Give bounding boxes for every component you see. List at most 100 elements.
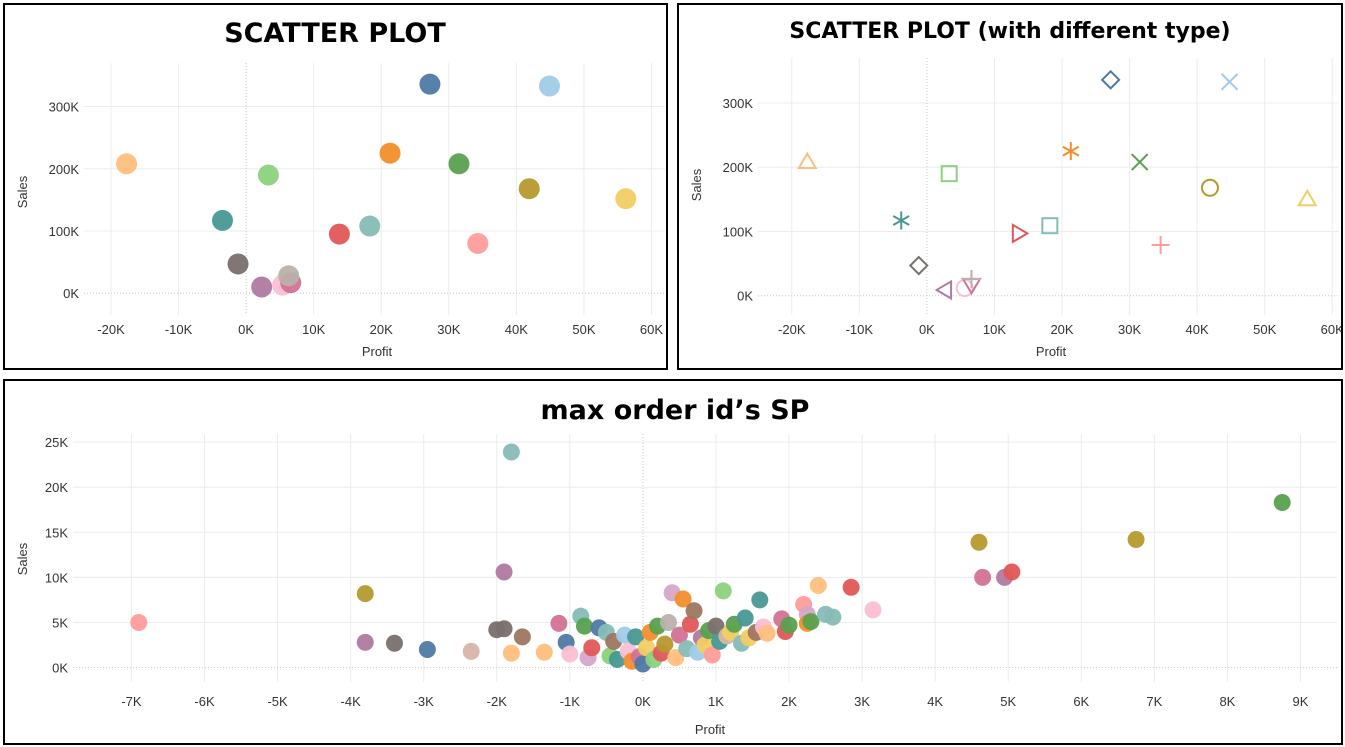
y-tick-label: 10K xyxy=(45,570,68,585)
scatter-point[interactable] xyxy=(495,563,513,581)
scatter-point[interactable] xyxy=(1151,235,1170,254)
x-tick-label: 0K xyxy=(635,694,651,709)
x-tick-label: 40K xyxy=(505,322,528,337)
x-tick-label: 4K xyxy=(927,694,943,709)
scatter-point[interactable] xyxy=(419,73,441,95)
y-axis-label: Sales xyxy=(15,542,30,575)
x-tick-label: 50K xyxy=(572,322,595,337)
x-tick-label: 6K xyxy=(1073,694,1089,709)
scatter-point[interactable] xyxy=(659,613,677,631)
y-tick-label: 0K xyxy=(52,661,68,676)
scatter-point[interactable] xyxy=(780,616,798,634)
scatter-point[interactable] xyxy=(502,443,520,461)
scatter-point[interactable] xyxy=(467,232,489,254)
x-tick-label: 5K xyxy=(1000,694,1016,709)
scatter-point[interactable] xyxy=(502,644,520,662)
scatter-point[interactable] xyxy=(674,590,692,608)
x-tick-label: 30K xyxy=(1118,322,1141,337)
scatter-point[interactable] xyxy=(797,151,818,170)
scatter-point[interactable] xyxy=(1100,69,1121,90)
x-axis-label: Profit xyxy=(362,344,393,359)
scatter-point[interactable] xyxy=(751,591,769,609)
scatter-point[interactable] xyxy=(1296,188,1318,207)
scatter-point[interactable] xyxy=(575,617,593,635)
x-tick-label: 0K xyxy=(919,322,935,337)
scatter-point[interactable] xyxy=(418,641,436,659)
scatter-point[interactable] xyxy=(462,642,480,660)
scatter-point[interactable] xyxy=(670,626,688,644)
scatter-point[interactable] xyxy=(703,646,721,664)
scatter-point[interactable] xyxy=(251,276,273,298)
y-tick-label: 300K xyxy=(49,100,80,115)
scatter-point[interactable] xyxy=(892,211,910,230)
scatter-point[interactable] xyxy=(583,639,601,657)
scatter-point[interactable] xyxy=(970,533,988,551)
scatter-point[interactable] xyxy=(802,613,820,631)
scatter-point[interactable] xyxy=(356,585,374,603)
scatter-point[interactable] xyxy=(736,609,754,627)
scatter-point[interactable] xyxy=(974,568,992,586)
scatter-point[interactable] xyxy=(615,188,637,210)
scatter-point[interactable] xyxy=(824,608,842,626)
scatter-point[interactable] xyxy=(934,279,953,301)
scatter-point[interactable] xyxy=(535,643,553,661)
scatter-point[interactable] xyxy=(227,253,249,275)
scatter-plot-shapes-chart: SCATTER PLOT (with different type) Profi… xyxy=(689,19,1341,359)
scatter-point[interactable] xyxy=(685,602,703,620)
y-tick-label: 200K xyxy=(723,160,754,175)
scatter-point[interactable] xyxy=(1220,73,1239,91)
y-axis-label: Sales xyxy=(689,168,704,201)
scatter-point[interactable] xyxy=(758,624,776,642)
x-tick-label: -5K xyxy=(267,694,288,709)
scatter-point[interactable] xyxy=(627,628,645,646)
y-tick-label: 0K xyxy=(63,286,79,301)
scatter-point[interactable] xyxy=(940,165,958,183)
scatter-point[interactable] xyxy=(495,620,513,638)
scatter-point[interactable] xyxy=(116,153,138,175)
scatter-point[interactable] xyxy=(130,613,148,631)
scatter-point[interactable] xyxy=(1041,217,1059,235)
scatter-point[interactable] xyxy=(211,209,233,231)
scatter-point[interactable] xyxy=(1130,153,1149,171)
scatter-point[interactable] xyxy=(359,215,381,237)
x-tick-label: 3K xyxy=(854,694,870,709)
scatter-point[interactable] xyxy=(379,142,401,164)
scatter-point[interactable] xyxy=(908,255,929,276)
x-axis-label: Profit xyxy=(1036,344,1067,359)
scatter-point[interactable] xyxy=(538,75,560,97)
scatter-point[interactable] xyxy=(328,223,350,245)
scatter-point[interactable] xyxy=(561,645,579,663)
scatter-point[interactable] xyxy=(714,582,732,600)
x-tick-label: -3K xyxy=(414,694,435,709)
scatter-point[interactable] xyxy=(656,635,674,653)
x-tick-label: 50K xyxy=(1253,322,1276,337)
scatter-point[interactable] xyxy=(962,270,981,289)
x-tick-label: 30K xyxy=(437,322,460,337)
scatter-point[interactable] xyxy=(518,178,540,200)
y-tick-label: 25K xyxy=(45,435,68,450)
scatter-point[interactable] xyxy=(1273,494,1291,512)
scatter-point[interactable] xyxy=(448,153,470,175)
scatter-plot-chart: SCATTER PLOT Profit Sales -20K -10K 0K 10K 2… xyxy=(15,18,665,359)
x-tick-label: -20K xyxy=(97,322,125,337)
scatter-point[interactable] xyxy=(1011,223,1030,244)
scatter-point[interactable] xyxy=(257,164,279,186)
scatter-point[interactable] xyxy=(1200,178,1219,197)
scatter-plot-panel: SCATTER PLOT Profit Sales -20K -10K 0K 10K 2… xyxy=(3,3,668,370)
scatter-point[interactable] xyxy=(385,634,403,652)
scatter-point[interactable] xyxy=(1003,563,1021,581)
x-tick-label: 40K xyxy=(1186,322,1209,337)
scatter-point[interactable] xyxy=(707,617,725,635)
scatter-point[interactable] xyxy=(356,633,374,651)
scatter-point[interactable] xyxy=(278,265,300,287)
scatter-point[interactable] xyxy=(1062,142,1080,161)
scatter-point[interactable] xyxy=(513,628,531,646)
y-axis-label: Sales xyxy=(15,175,30,208)
scatter-point[interactable] xyxy=(1127,531,1145,549)
x-tick-label: 20K xyxy=(1050,322,1073,337)
scatter-point[interactable] xyxy=(550,614,568,632)
scatter-point[interactable] xyxy=(842,578,860,596)
scatter-point[interactable] xyxy=(681,615,699,633)
scatter-point[interactable] xyxy=(809,577,827,595)
scatter-point[interactable] xyxy=(864,601,882,619)
